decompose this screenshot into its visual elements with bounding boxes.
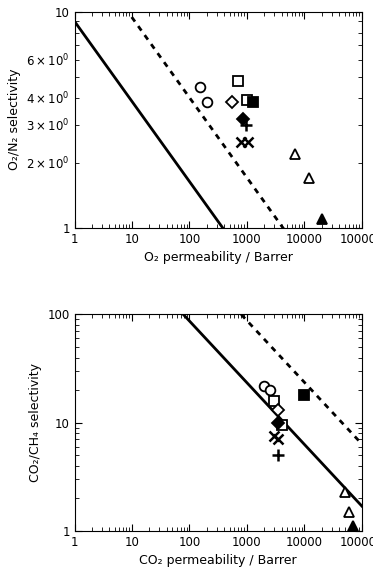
- Y-axis label: CO₂/CH₄ selectivity: CO₂/CH₄ selectivity: [29, 363, 42, 482]
- X-axis label: O₂ permeability / Barrer: O₂ permeability / Barrer: [144, 252, 293, 264]
- X-axis label: CO₂ permeability / Barrer: CO₂ permeability / Barrer: [140, 554, 297, 567]
- Y-axis label: O₂/N₂ selectivity: O₂/N₂ selectivity: [8, 69, 21, 170]
